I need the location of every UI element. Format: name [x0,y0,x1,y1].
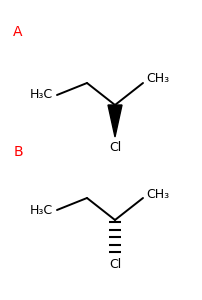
Text: A: A [13,25,23,39]
Text: CH₃: CH₃ [146,73,169,85]
Text: CH₃: CH₃ [146,188,169,200]
Text: H₃C: H₃C [30,88,53,101]
Polygon shape [108,105,122,137]
Text: B: B [13,145,23,159]
Text: H₃C: H₃C [30,203,53,217]
Text: Cl: Cl [109,258,121,271]
Text: Cl: Cl [109,141,121,154]
